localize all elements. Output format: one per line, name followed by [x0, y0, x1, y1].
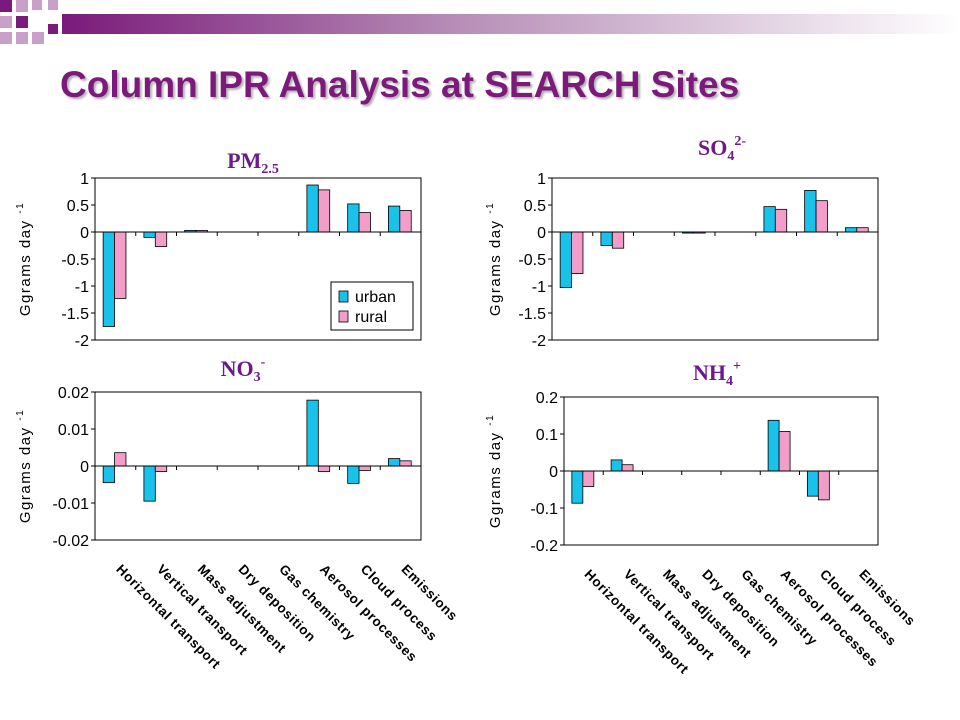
y-tick-label: -0.01 [53, 496, 90, 513]
bar-urban [306, 399, 319, 467]
legend-swatch-urban [338, 290, 349, 303]
bar-rural [154, 465, 168, 472]
y-tick-label: -0.5 [61, 252, 89, 269]
bar-urban [767, 419, 780, 472]
y-tick-label: 0 [549, 464, 558, 481]
bar-urban [804, 190, 817, 233]
bar-urban [143, 231, 156, 238]
y-axis-label: Ggrams day -1 [15, 202, 34, 316]
decoration-square [16, 16, 28, 28]
y-tick-label: 0.02 [58, 385, 89, 402]
y-tick-label: -0.5 [518, 252, 546, 269]
decoration-square [0, 32, 12, 44]
bar-urban [347, 203, 360, 233]
y-tick-label: 0.2 [536, 390, 558, 407]
bar-urban [143, 465, 156, 502]
decoration-bar [62, 14, 960, 34]
y-axis-label: Ggrams day -1 [485, 202, 504, 316]
y-tick-label: 0.01 [58, 422, 89, 439]
bar-rural [358, 212, 371, 233]
y-tick-label: -1.5 [518, 306, 546, 323]
bar-urban [387, 205, 401, 233]
y-tick-label: 0 [80, 459, 89, 476]
bar-rural [571, 231, 584, 274]
decoration-square [32, 32, 44, 44]
y-tick-label: -1 [532, 279, 546, 296]
y-tick-label: -0.02 [53, 533, 90, 550]
bar-rural [856, 227, 869, 233]
y-tick-label: 1 [537, 171, 546, 188]
y-tick-label: -2 [532, 333, 546, 350]
bar-rural [817, 470, 830, 501]
bar-rural [621, 464, 634, 472]
bar-rural [815, 200, 828, 233]
slide-title: Column IPR Analysis at SEARCH Sites [60, 64, 740, 105]
decoration-square [0, 16, 12, 28]
bar-rural [317, 465, 331, 472]
y-tick-label: -1.5 [61, 306, 89, 323]
chart-heading: NH4+ [693, 359, 741, 389]
y-tick-label: -0.2 [530, 538, 558, 555]
bar-urban [559, 231, 572, 289]
y-tick-label: 0.5 [524, 198, 546, 215]
bar-rural [774, 208, 788, 233]
decoration-square [48, 24, 58, 34]
legend-label-urban: urban [355, 289, 396, 306]
bar-rural [358, 465, 371, 471]
bar-urban [102, 231, 115, 327]
decoration-square [32, 0, 42, 10]
bar-urban [845, 227, 858, 233]
bar-urban [571, 470, 584, 504]
bar-rural [399, 209, 412, 233]
chart-2: SO42- 1 0.5 0 -0.5 -1 -1.5 -2 Ggrams day -1 [485, 134, 879, 350]
chart-heading: SO42- [698, 134, 746, 164]
chart-heading: PM2.5 [227, 148, 279, 177]
y-tick-label: -2 [75, 333, 89, 350]
y-tick-label: 0.1 [536, 427, 558, 444]
bar-rural [582, 470, 595, 487]
decoration-square [0, 0, 12, 12]
bar-urban [347, 465, 360, 484]
bar-urban [306, 184, 319, 233]
decoration-square [16, 0, 28, 12]
y-axis-label: Ggrams day -1 [485, 414, 504, 528]
bar-rural [778, 431, 791, 472]
legend-swatch-rural [338, 310, 349, 323]
bar-urban [806, 470, 819, 497]
y-axis-label: Ggrams day -1 [15, 409, 34, 523]
bar-urban [610, 459, 623, 472]
bar-urban [387, 458, 401, 467]
legend-label-rural: rural [355, 309, 387, 326]
legend: urban rural [330, 281, 414, 331]
bar-urban [102, 465, 115, 484]
y-tick-label: -0.1 [530, 501, 558, 518]
y-tick-label: 0.5 [67, 198, 89, 215]
title-decoration [0, 0, 960, 44]
plot-area [551, 177, 879, 341]
bar-rural [611, 231, 625, 249]
bar-urban [600, 231, 613, 246]
chart-1: PM2.5 1 0.5 0 -0.5 -1 -1.5 -2 Ggrams day -1 urban… [15, 148, 422, 350]
y-tick-label: 1 [80, 171, 89, 188]
y-tick-label: 0 [80, 225, 89, 242]
bar-rural [317, 189, 331, 233]
bar-rural [399, 460, 412, 467]
bar-rural [114, 452, 127, 467]
decoration-square [16, 32, 28, 44]
bar-urban [763, 206, 776, 233]
chart-heading: NO3- [221, 355, 266, 385]
bar-rural [154, 231, 168, 247]
bar-rural [114, 231, 127, 299]
y-tick-label: -1 [75, 279, 89, 296]
y-tick-label: 0 [537, 225, 546, 242]
decoration-square [48, 0, 58, 10]
x-tick-label: Gas chemistry [276, 562, 358, 644]
